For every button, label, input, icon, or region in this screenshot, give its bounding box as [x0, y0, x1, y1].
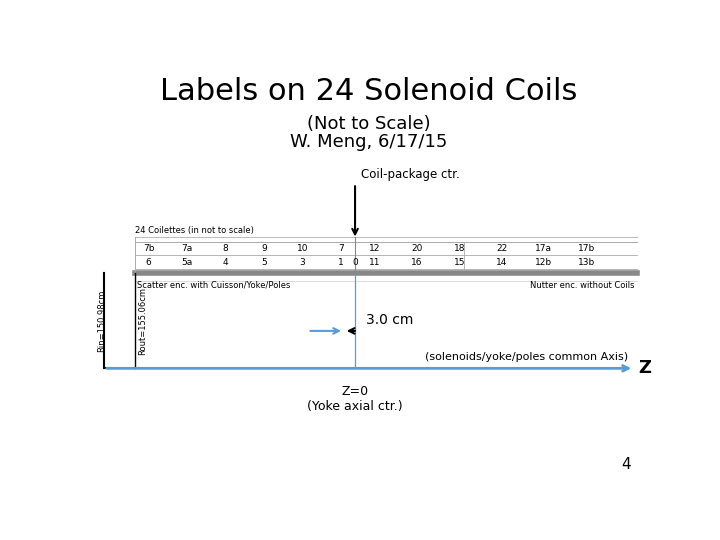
- Text: 5a: 5a: [181, 258, 193, 267]
- Text: 4: 4: [222, 258, 228, 267]
- Text: 6: 6: [145, 258, 151, 267]
- Text: 9: 9: [261, 244, 267, 253]
- Text: Rin=150.98cm: Rin=150.98cm: [96, 289, 106, 352]
- Text: 18: 18: [454, 244, 465, 253]
- Text: 15: 15: [454, 258, 465, 267]
- Text: 4: 4: [621, 457, 631, 472]
- Text: 22: 22: [496, 244, 507, 253]
- Text: 13b: 13b: [577, 258, 595, 267]
- Text: Nutter enc. without Coils: Nutter enc. without Coils: [529, 281, 634, 289]
- Text: 1: 1: [338, 258, 344, 267]
- Text: 3: 3: [300, 258, 305, 267]
- Text: (solenoids/yoke/poles common Axis): (solenoids/yoke/poles common Axis): [426, 352, 629, 362]
- Text: 16: 16: [411, 258, 423, 267]
- Text: 8: 8: [222, 244, 228, 253]
- Text: Rout=155.06cm: Rout=155.06cm: [138, 287, 148, 355]
- Text: Z=0
(Yoke axial ctr.): Z=0 (Yoke axial ctr.): [307, 385, 403, 413]
- Text: 17a: 17a: [536, 244, 552, 253]
- Text: 3.0 cm: 3.0 cm: [366, 313, 413, 327]
- Text: Coil-package ctr.: Coil-package ctr.: [361, 168, 459, 181]
- Text: 5: 5: [261, 258, 267, 267]
- Text: (Not to Scale): (Not to Scale): [307, 114, 431, 133]
- Text: Labels on 24 Solenoid Coils: Labels on 24 Solenoid Coils: [161, 77, 577, 106]
- Text: 14: 14: [496, 258, 507, 267]
- Text: W. Meng, 6/17/15: W. Meng, 6/17/15: [290, 133, 448, 151]
- Text: 24 Coilettes (in not to scale): 24 Coilettes (in not to scale): [135, 226, 253, 235]
- Text: 0: 0: [352, 258, 358, 267]
- Text: 10: 10: [297, 244, 308, 253]
- Text: 11: 11: [369, 258, 380, 267]
- Text: 12b: 12b: [535, 258, 552, 267]
- Text: 7b: 7b: [143, 244, 154, 253]
- Text: Z: Z: [638, 359, 651, 377]
- Text: 7: 7: [338, 244, 344, 253]
- Text: Scatter enc. with Cuisson/Yoke/Poles: Scatter enc. with Cuisson/Yoke/Poles: [138, 281, 291, 289]
- Text: 7a: 7a: [181, 244, 193, 253]
- Text: 12: 12: [369, 244, 380, 253]
- Text: 17b: 17b: [577, 244, 595, 253]
- Text: 20: 20: [411, 244, 423, 253]
